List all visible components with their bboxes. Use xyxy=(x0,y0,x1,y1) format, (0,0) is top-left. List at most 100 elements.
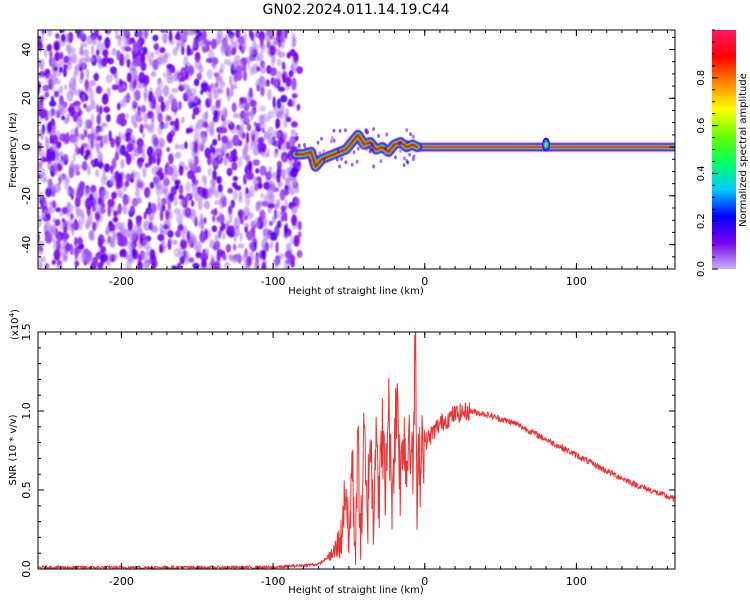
noise-blob xyxy=(287,98,293,107)
noise-blob xyxy=(153,43,160,51)
noise-blob xyxy=(284,250,292,259)
noise-blob xyxy=(142,46,148,55)
x-tick-label: -100 xyxy=(261,575,286,588)
noise-blob xyxy=(40,130,44,141)
noise-blob xyxy=(209,82,215,88)
noise-blob xyxy=(216,216,220,224)
ridge-speck xyxy=(309,159,312,164)
noise-blob xyxy=(166,63,173,70)
noise-blob xyxy=(144,30,148,40)
noise-blob xyxy=(223,155,229,166)
ridge-speck xyxy=(406,160,410,165)
noise-blob xyxy=(109,66,117,75)
noise-blob xyxy=(126,58,131,68)
noise-blob xyxy=(232,175,239,182)
ridge-speck xyxy=(344,160,348,165)
noise-blob xyxy=(267,88,272,101)
noise-blob xyxy=(201,251,208,260)
noise-blob xyxy=(269,137,275,144)
noise-blob xyxy=(74,145,79,156)
noise-blob xyxy=(41,256,46,263)
noise-blob xyxy=(255,168,260,174)
noise-blob xyxy=(157,137,166,148)
noise-blob xyxy=(295,197,301,209)
x-tick-label: 0 xyxy=(421,275,428,288)
ridge-speck xyxy=(370,142,374,147)
noise-blob xyxy=(113,210,119,217)
noise-blob xyxy=(116,49,121,61)
noise-blob xyxy=(74,246,79,259)
noise-blob xyxy=(78,116,83,128)
noise-blob xyxy=(166,166,174,176)
colorbar-tick-label: 0.2 xyxy=(696,213,707,229)
noise-blob xyxy=(285,259,292,264)
noise-blob xyxy=(49,100,57,107)
noise-blob xyxy=(260,43,265,54)
noise-blob xyxy=(269,45,276,56)
noise-blob xyxy=(237,156,243,168)
noise-blob xyxy=(165,162,170,168)
noise-blob xyxy=(68,166,75,179)
spectrogram-x-ticks: -200 -100 0 100 xyxy=(45,30,668,288)
noise-blob xyxy=(225,119,233,125)
noise-blob xyxy=(84,197,93,210)
noise-blob xyxy=(75,66,79,77)
noise-blob xyxy=(196,72,202,81)
ridge-speck xyxy=(352,150,356,155)
noise-blob xyxy=(191,174,196,184)
noise-blob xyxy=(272,77,279,88)
noise-blob xyxy=(112,216,119,223)
noise-blob xyxy=(52,200,56,209)
noise-blob xyxy=(263,181,270,190)
noise-blob xyxy=(104,37,111,49)
noise-blob xyxy=(254,261,260,269)
noise-blob xyxy=(281,212,285,222)
noise-blob xyxy=(47,161,54,171)
noise-blob xyxy=(141,53,146,63)
noise-blob xyxy=(73,71,77,83)
noise-blob xyxy=(266,148,270,158)
ridge-speck xyxy=(295,150,299,155)
noise-blob xyxy=(32,56,38,67)
noise-blob xyxy=(156,170,163,177)
snr-x-ticks: -200 -100 0 100 xyxy=(45,332,668,588)
noise-blob xyxy=(240,110,246,120)
ridge-speck xyxy=(338,164,341,169)
noise-blob xyxy=(56,141,62,149)
noise-blob xyxy=(257,52,264,61)
noise-blob xyxy=(129,229,137,241)
noise-blob xyxy=(222,253,227,261)
ridge-speck xyxy=(303,143,306,147)
noise-blob xyxy=(150,70,157,78)
noise-blob xyxy=(265,37,271,46)
noise-blob xyxy=(125,112,129,119)
noise-blob xyxy=(122,249,127,258)
noise-blob xyxy=(253,121,257,127)
noise-blob xyxy=(168,30,173,42)
snr-scale-exponent: 4 xyxy=(8,312,16,317)
noise-blob xyxy=(83,129,88,138)
noise-blob xyxy=(284,199,288,209)
noise-blob xyxy=(54,219,61,227)
noise-blob xyxy=(243,206,250,218)
noise-blob xyxy=(142,172,146,178)
noise-blob xyxy=(93,73,99,81)
noise-blob xyxy=(254,255,260,263)
noise-blob xyxy=(151,165,158,176)
noise-blob xyxy=(38,119,42,128)
noise-blob xyxy=(99,105,103,115)
noise-blob xyxy=(103,106,111,113)
noise-blob xyxy=(91,141,95,151)
noise-blob xyxy=(166,198,171,206)
noise-blob xyxy=(193,141,198,153)
noise-blob xyxy=(173,70,178,82)
noise-blob xyxy=(88,230,94,240)
ridge-speck xyxy=(394,155,397,160)
noise-blob xyxy=(103,163,111,173)
ridge-speck xyxy=(403,156,406,161)
noise-blob xyxy=(111,191,117,200)
noise-blob xyxy=(90,44,95,56)
noise-blob xyxy=(189,241,194,249)
noise-blob xyxy=(211,215,216,223)
noise-blob xyxy=(284,185,289,192)
